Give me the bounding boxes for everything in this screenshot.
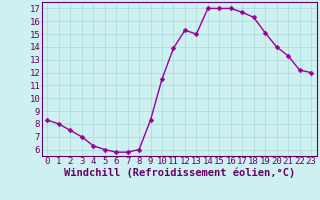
X-axis label: Windchill (Refroidissement éolien,°C): Windchill (Refroidissement éolien,°C) — [64, 168, 295, 178]
